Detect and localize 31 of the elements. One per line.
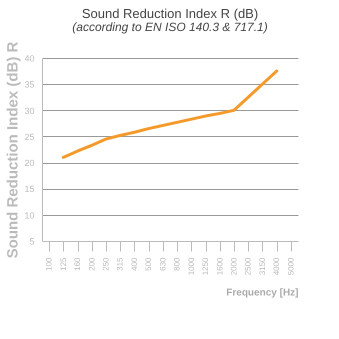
y-tick-label: 35 [24, 80, 34, 90]
y-tick-label: 30 [24, 106, 34, 116]
x-tick-label: 125 [58, 256, 68, 271]
x-tick-label: 1600 [215, 256, 224, 276]
x-tick-label: 1000 [186, 256, 196, 276]
y-tick-label: 20 [24, 158, 34, 168]
y-tick-label: 15 [24, 184, 34, 194]
chart-title: Sound Reduction Index R (dB) [82, 6, 258, 22]
x-tick-label: 315 [116, 256, 125, 271]
x-axis-title: Frequency [Hz] [226, 287, 298, 298]
x-tick-label: 800 [172, 256, 182, 271]
line-series [62, 70, 278, 159]
x-tick-label: 3150 [258, 256, 267, 276]
x-tick-label: 100 [44, 256, 54, 271]
y-tick-label: 25 [24, 132, 34, 142]
y-tick-label: 10 [24, 210, 34, 220]
x-tick-label: 5000 [286, 256, 296, 276]
x-tick-label: 500 [144, 256, 154, 271]
x-tick-label: 250 [102, 256, 110, 271]
x-tick-label: 1250 [201, 256, 210, 276]
x-tick-label: 2500 [244, 256, 253, 276]
x-tick-label: 400 [130, 256, 139, 271]
chart-subtitle: (according to EN ISO 140.3 & 717.1) [72, 20, 268, 34]
x-tick-label: 4000 [272, 256, 282, 276]
x-tick-label: 630 [158, 256, 168, 271]
y-tick-label: 5 [29, 236, 34, 246]
x-tick-label: 200 [87, 256, 96, 271]
y-tick-label: 40 [24, 54, 34, 64]
y-axis-title: Sound Reduction Index (dB) R [4, 42, 22, 258]
x-tick-label: 2000 [230, 256, 238, 276]
x-tick-label: 160 [73, 256, 82, 271]
